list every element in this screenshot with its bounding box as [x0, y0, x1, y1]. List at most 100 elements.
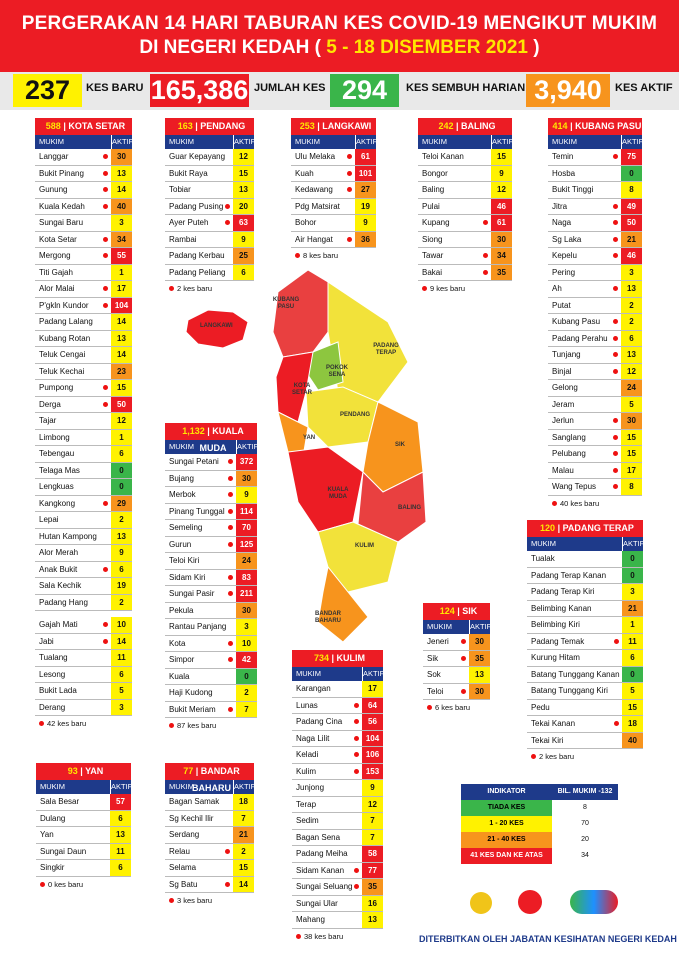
mukim-label: Merbok	[169, 490, 196, 499]
map-kubang-pasu	[272, 269, 329, 358]
mukim-label: Bongor	[422, 168, 448, 178]
aktif-value: 6	[111, 666, 132, 682]
district-header: 124 | SIK	[423, 603, 490, 620]
map-langkawi	[185, 309, 249, 349]
table-row: Jitra 49	[548, 198, 642, 215]
table-row: Tebengau 6	[35, 446, 132, 463]
mukim-label: Tualak	[531, 554, 555, 563]
table-row: Sungai Daun 11	[36, 843, 131, 860]
col-aktif: AKTIF	[236, 440, 258, 454]
table-row: Sungai Seluang 35	[292, 879, 383, 896]
aktif-value: 8	[621, 182, 642, 198]
mukim-label: Padang Terap Kiri	[531, 587, 595, 596]
mukim-name: Wang Tepus	[548, 479, 621, 495]
col-mukim: MUKIM	[552, 137, 577, 146]
aktif-value: 10	[111, 617, 132, 633]
mukim-label: Pinang Tunggal	[169, 506, 225, 516]
aktif-value: 15	[621, 429, 642, 445]
table-row: Lunas 64	[292, 697, 383, 714]
aktif-value: 7	[362, 829, 383, 845]
mukim-label: Kulim	[296, 766, 317, 776]
mukim-label: Baling	[422, 185, 445, 194]
new-case-dot-icon	[531, 754, 536, 759]
mukim-name: Keladi	[292, 747, 362, 763]
mukim-label: Bohor	[295, 218, 317, 227]
new-case-dot-icon	[103, 500, 108, 506]
spacer	[35, 611, 132, 617]
indicator-label: 41 KES DAN KE ATAS	[461, 848, 552, 864]
new-case-dot-icon	[614, 721, 619, 726]
table-row: Tajar 12	[35, 413, 132, 430]
aktif-value: 18	[622, 716, 643, 732]
table-row: Gajah Mati 10	[35, 617, 132, 634]
table-row: Kepelu 46	[548, 248, 642, 265]
district-active-count: 163	[177, 121, 193, 131]
mukim-label: Karangan	[296, 684, 331, 693]
aktif-value: 30	[469, 683, 490, 699]
mukim-name: Teluk Kechai	[35, 364, 111, 380]
mukim-label: Lunas	[296, 700, 318, 710]
mukim-name: Gurun	[165, 537, 236, 553]
col-mukim: MUKIM	[39, 137, 64, 146]
mukim-name: Air Hangat	[291, 232, 355, 248]
new-case-dot-icon	[354, 867, 359, 873]
mukim-label: Malau	[552, 465, 574, 475]
mukim-label: Padang Terap Kanan	[531, 570, 607, 580]
table-row: Rantau Panjang 3	[165, 619, 257, 636]
aktif-value: 19	[355, 198, 376, 214]
note-text: 2 kes baru	[539, 752, 575, 761]
mukim-name: Tobiar	[165, 182, 233, 198]
new-case-dot-icon	[228, 640, 233, 646]
table-row: Jeneri 30	[423, 634, 490, 651]
table-row: Derga 50	[35, 396, 132, 413]
mukim-name: Sala Besar	[36, 794, 110, 810]
aktif-value: 70	[236, 520, 257, 536]
mukim-name: Mahang	[292, 912, 362, 928]
aktif-value: 12	[362, 796, 383, 812]
mukim-name: Tekai Kanan	[527, 716, 622, 732]
district-name: | KUBANG PASU	[567, 121, 642, 131]
aktif-value: 14	[111, 314, 132, 330]
table-row: Pinang Tunggal 114	[165, 503, 257, 520]
mukim-name: Langgar	[35, 149, 111, 165]
mukim-name: Kurung Hitam	[527, 650, 622, 666]
aktif-value: 15	[233, 165, 254, 181]
mukim-name: Teluk Cengai	[35, 347, 111, 363]
new-cases-note: 38 kes baru	[292, 932, 383, 941]
aktif-value: 0	[111, 462, 132, 478]
new-case-dot-icon	[354, 719, 359, 724]
mukim-label: Dulang	[40, 813, 66, 823]
mukim-name: Sungai Baru	[35, 215, 111, 231]
table-row: Lesong 6	[35, 666, 132, 683]
mukim-name: Tajar	[35, 413, 111, 429]
mukim-label: Pelubang	[552, 449, 586, 458]
table-row: Jabi 14	[35, 633, 132, 650]
indicator-table: INDIKATOR BIL. MUKIM -132 TIADA KES 8 1 - 2…	[461, 784, 618, 864]
aktif-value: 20	[233, 198, 254, 214]
table-row: Padang Meiha 58	[292, 846, 383, 863]
mukim-label: Gajah Mati	[39, 620, 78, 629]
campaign-logo-icon	[570, 890, 618, 914]
table-row: Kuala 0	[165, 668, 257, 685]
mukim-name: Pekula	[165, 603, 236, 619]
mukim-name: Rambai	[165, 232, 233, 248]
district-name: | PADANG TERAP	[555, 523, 634, 533]
aktif-value: 3	[111, 699, 132, 715]
aktif-value: 3	[621, 264, 642, 280]
mukim-name: Yan	[36, 827, 110, 843]
table-row: Gelong 24	[548, 380, 642, 397]
panel-padang-terap: 120 | PADANG TERAP MUKIM AKTIF Tualak 0 Padan…	[527, 520, 644, 761]
mukim-name: Tunjang	[548, 347, 621, 363]
aktif-value: 10	[236, 635, 257, 651]
col-aktif: AKTIF	[469, 620, 491, 634]
aktif-value: 6	[233, 264, 254, 280]
aktif-value: 6	[622, 650, 643, 666]
table-row: Lepai 2	[35, 512, 132, 529]
note-text: 6 kes baru	[435, 703, 471, 712]
table-row: Kedawang 27	[291, 182, 376, 199]
mukim-label: Jerlun	[552, 416, 574, 425]
mukim-label: Yan	[40, 830, 54, 839]
table-row: Sg Laka 21	[548, 231, 642, 248]
table-row: Tekai Kiri 40	[527, 732, 643, 749]
district-active-count: 77	[183, 766, 194, 776]
